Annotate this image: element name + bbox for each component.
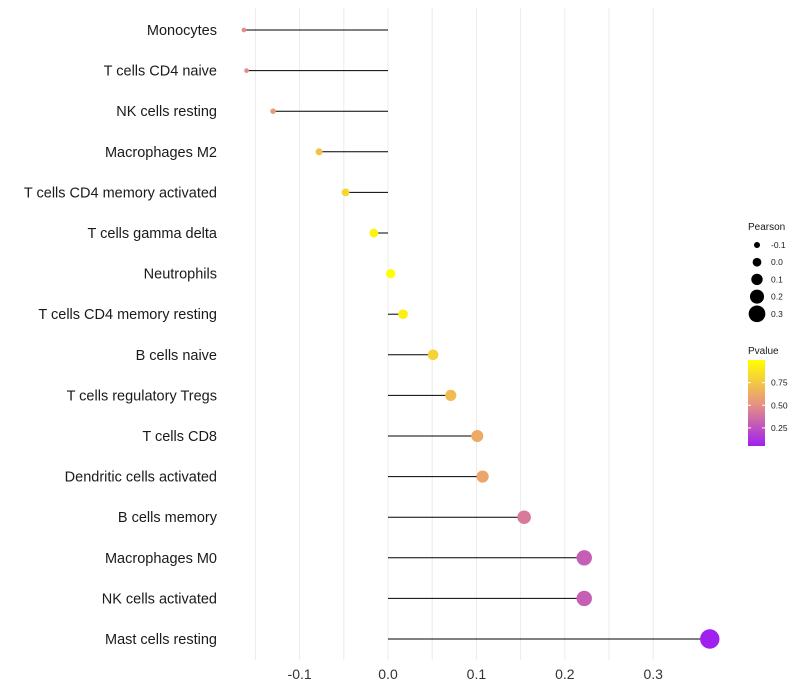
size-legend-dot	[749, 289, 765, 304]
color-legend-title: Pvalue	[748, 346, 779, 357]
size-legend-dot	[753, 241, 761, 249]
category-label: T cells CD8	[142, 429, 217, 445]
category-label: NK cells resting	[116, 104, 217, 120]
x-axis-ticks: -0.1 0.0 0.1 0.2 0.3	[288, 666, 664, 682]
category-label: T cells CD4 memory activated	[24, 185, 217, 201]
color-tick-label: 0.50	[771, 400, 788, 410]
category-label: Dendritic cells activated	[65, 470, 217, 486]
color-tick-label: 0.75	[771, 378, 788, 388]
x-tick-label: 0.1	[467, 666, 487, 682]
lollipop-points	[241, 27, 720, 649]
lollipop-point	[445, 389, 457, 401]
x-tick-label: 0.2	[555, 666, 575, 682]
category-label: T cells regulatory Tregs	[67, 388, 217, 404]
lollipop-point	[700, 629, 720, 649]
size-legend-dot	[752, 257, 762, 267]
size-legend-label: -0.1	[771, 240, 786, 250]
lollipop-point	[386, 268, 396, 279]
lollipop-point	[398, 309, 408, 320]
color-tick-label: 0.25	[771, 423, 788, 433]
x-tick-label: 0.0	[378, 666, 398, 682]
lollipop-point	[476, 470, 489, 483]
color-legend-ticks: 0.25 0.50 0.75	[748, 378, 788, 433]
lollipop-point	[244, 68, 249, 73]
category-label: Neutrophils	[144, 267, 217, 283]
category-label: T cells CD4 naive	[104, 64, 217, 80]
lollipop-point	[241, 27, 247, 33]
x-tick-label: -0.1	[288, 666, 312, 682]
category-label: T cells CD4 memory resting	[38, 307, 217, 323]
grid-lines	[254, 8, 654, 660]
size-legend-label: 0.2	[771, 292, 783, 302]
category-label: T cells gamma delta	[88, 226, 218, 242]
category-labels: Monocytes T cells CD4 naive NK cells resti…	[24, 23, 218, 648]
pvalue-colorbar	[748, 360, 765, 446]
size-legend-title: Pearson	[748, 222, 785, 233]
lollipop-point	[270, 108, 276, 114]
size-legend-label: 0.1	[771, 274, 783, 284]
category-label: Monocytes	[147, 23, 217, 39]
category-label: B cells memory	[118, 510, 218, 526]
x-tick-label: 0.3	[643, 666, 663, 682]
lollipop-point	[341, 188, 350, 197]
lollipop-stems	[243, 29, 710, 640]
lollipop-point	[576, 550, 592, 566]
size-legend-items: -0.1 0.0 0.1 0.2 0.3	[748, 240, 786, 323]
lollipop-point	[517, 510, 531, 524]
category-label: Macrophages M2	[105, 145, 217, 161]
size-legend-label: 0.3	[771, 309, 783, 319]
category-label: NK cells activated	[102, 591, 217, 607]
category-label: Macrophages M0	[105, 551, 217, 567]
lollipop-point	[576, 590, 592, 607]
lollipop-point	[315, 148, 323, 156]
legend: Pearson -0.1 0.0 0.1 0.2 0.3 Pvalue 0.25 0.50…	[748, 222, 788, 446]
lollipop-point	[427, 349, 439, 361]
category-label: Mast cells resting	[105, 632, 217, 648]
size-legend-label: 0.0	[771, 257, 783, 267]
lollipop-point	[471, 429, 484, 443]
size-legend-dot	[748, 305, 766, 323]
category-label: B cells naive	[136, 348, 217, 364]
size-legend-dot	[751, 273, 763, 286]
lollipop-point	[369, 228, 379, 238]
